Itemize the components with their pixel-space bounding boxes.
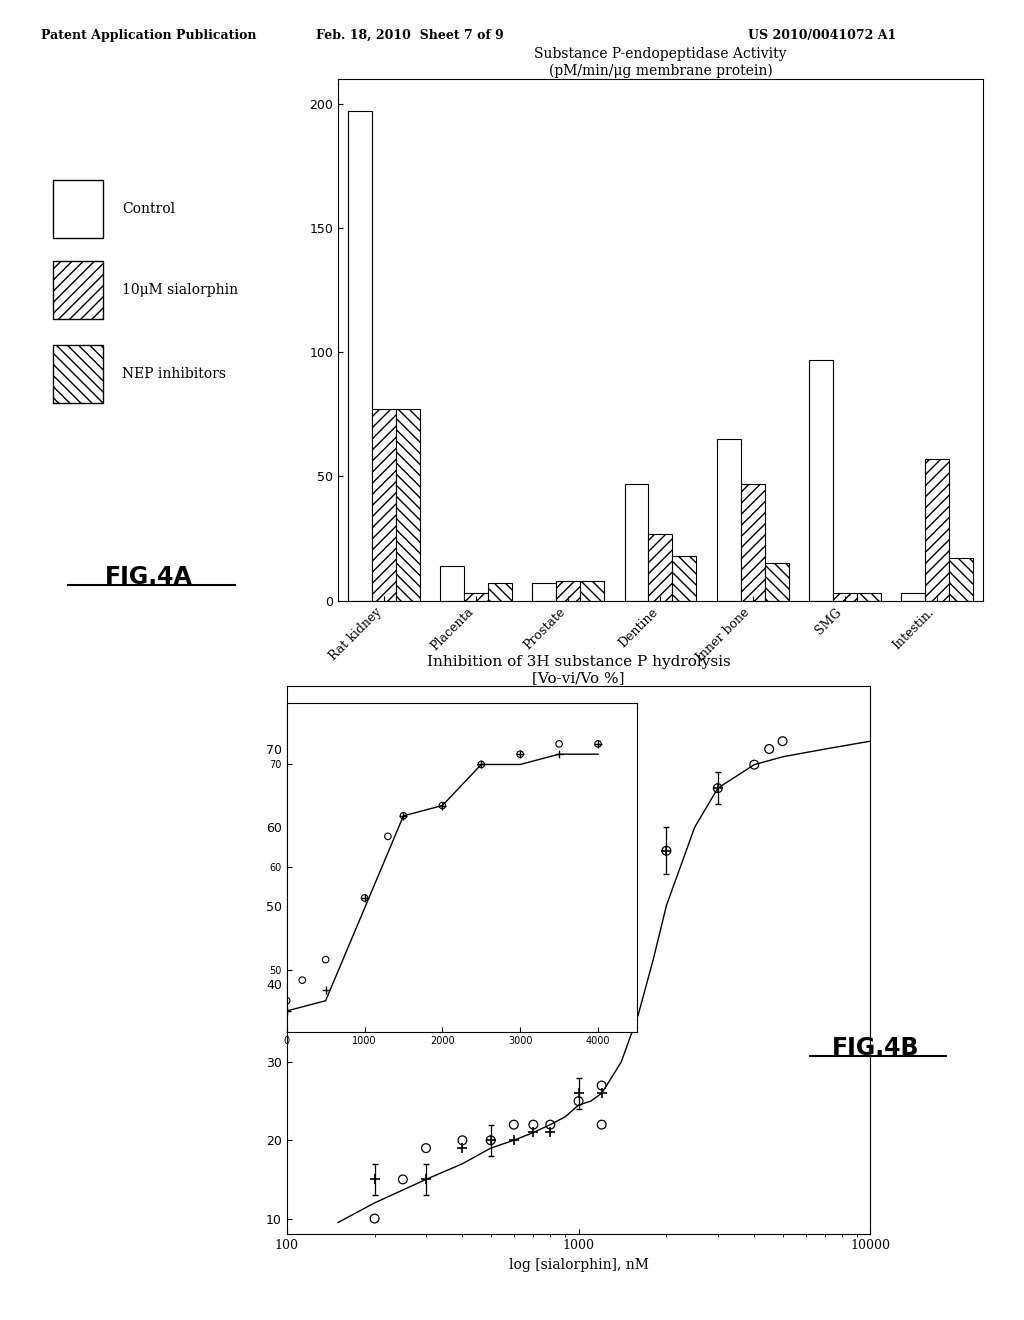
Bar [857, 593, 881, 601]
Bar [348, 111, 372, 601]
Point [594, 1074, 610, 1096]
Bar [833, 593, 857, 601]
Point [367, 1170, 383, 1191]
Point [506, 1130, 522, 1151]
Text: US 2010/0041072 A1: US 2010/0041072 A1 [748, 29, 896, 42]
Point [418, 1170, 434, 1191]
Point [658, 841, 675, 862]
Point [710, 777, 726, 799]
Bar [556, 581, 581, 601]
Point [594, 1082, 610, 1104]
Text: Patent Application Publication: Patent Application Publication [41, 29, 256, 42]
Point [506, 1114, 522, 1135]
Bar [532, 583, 556, 601]
Bar [740, 484, 765, 601]
Bar [717, 440, 740, 601]
Point [394, 1170, 411, 1191]
Text: NEP inhibitors: NEP inhibitors [122, 367, 226, 381]
Point [570, 1082, 587, 1104]
Bar [396, 409, 420, 601]
Title: Inhibition of 3H substance P hydrolysis
[Vo-vi/Vo %]: Inhibition of 3H substance P hydrolysis … [427, 655, 730, 685]
Point [367, 1208, 383, 1229]
Bar [53, 345, 102, 403]
Point [482, 1130, 499, 1151]
Point [482, 1130, 499, 1151]
Bar [809, 360, 833, 601]
Point [761, 738, 777, 759]
Title: Substance P-endopeptidase Activity
(pM/min/μg membrane protein): Substance P-endopeptidase Activity (pM/m… [535, 48, 786, 78]
Point [622, 942, 638, 964]
Point [542, 1114, 558, 1135]
Point [418, 1138, 434, 1159]
Point [622, 989, 638, 1010]
Text: Feb. 18, 2010  Sheet 7 of 9: Feb. 18, 2010 Sheet 7 of 9 [315, 29, 504, 42]
Point [622, 1012, 638, 1034]
Text: 10μM sialorphin: 10μM sialorphin [122, 282, 239, 297]
Bar [440, 566, 464, 601]
Text: Control: Control [122, 202, 175, 215]
Bar [464, 593, 488, 601]
Text: FIG.4B: FIG.4B [831, 1036, 920, 1060]
Point [658, 841, 675, 862]
Point [774, 730, 791, 751]
Bar [648, 533, 673, 601]
Point [525, 1114, 542, 1135]
Bar [372, 409, 396, 601]
Bar [581, 581, 604, 601]
Point [542, 1122, 558, 1143]
Point [710, 777, 726, 799]
Bar [901, 593, 925, 601]
Bar [673, 556, 696, 601]
Bar [625, 484, 648, 601]
Point [455, 1138, 471, 1159]
Point [570, 1090, 587, 1111]
Bar [53, 180, 102, 238]
Bar [925, 459, 949, 601]
Bar [488, 583, 512, 601]
Bar [53, 261, 102, 319]
Bar [949, 558, 973, 601]
X-axis label: log [sialorphin], nM: log [sialorphin], nM [509, 1258, 648, 1271]
Bar [765, 564, 788, 601]
Point [455, 1130, 471, 1151]
Point [525, 1122, 542, 1143]
Text: FIG.4A: FIG.4A [104, 565, 193, 589]
Point [746, 754, 763, 775]
Point [594, 1114, 610, 1135]
